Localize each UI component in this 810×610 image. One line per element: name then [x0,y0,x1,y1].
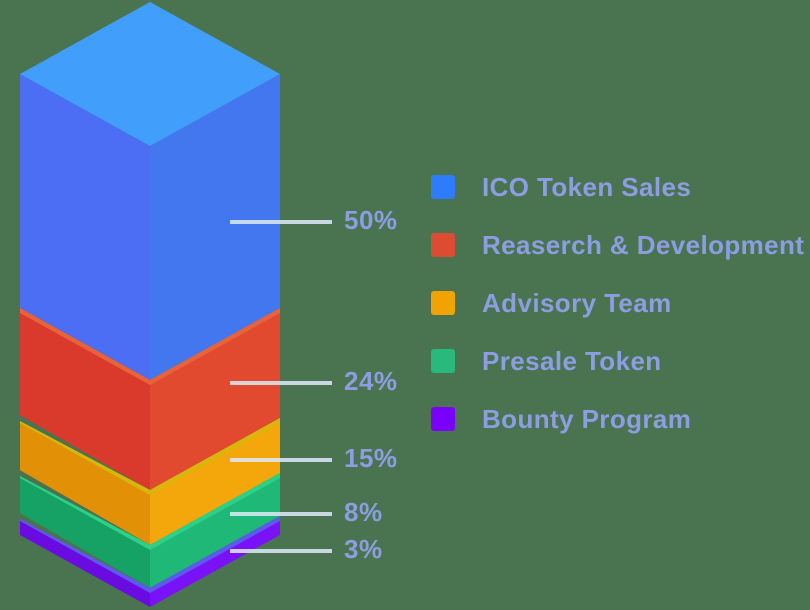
legend-label-bounty-program: Bounty Program [482,403,692,434]
legend-item-presale-token: Presale Token [431,346,804,376]
legend-label-advisory-team: Advisory Team [482,287,672,318]
legend-item-ico-token-sales: ICO Token Sales [431,172,804,202]
legend-item-advisory-team: Advisory Team [431,288,804,318]
legend-swatch-ico-token-sales [431,175,455,199]
legend-label-ico-token-sales: ICO Token Sales [482,171,692,202]
segment-1-left-face [20,308,150,490]
segment-3-left-face [20,473,150,588]
legend-swatch-presale-token [431,349,455,373]
pct-label-bounty-program: 3% [344,534,383,564]
segment-0-right-face [150,74,280,380]
segment-0-top-face [20,2,280,146]
segment-1-right-face [150,308,280,490]
pct-label-advisory-team: 15% [344,443,398,473]
pct-label-presale-token: 8% [344,497,383,527]
pct-label-ico-token-sales: 50% [344,205,398,235]
segment-2-gap [18,414,150,490]
legend-swatch-bounty-program [431,407,455,431]
legend-swatch-advisory-team [431,291,455,315]
segment-4-gap [18,512,150,588]
legend-label-reaserch-development: Reaserch & Development [482,229,805,260]
legend-label-presale-token: Presale Token [482,345,662,376]
segment-0-left-face [20,74,150,380]
segment-3-gap [18,469,150,545]
legend-swatch-reaserch-development [431,233,455,257]
legend-item-bounty-program: Bounty Program [431,404,804,434]
legend: ICO Token Sales Reaserch & Development A… [431,172,804,434]
pct-label-reaserch-development: 24% [344,366,398,396]
legend-item-reaserch-development: Reaserch & Development [431,230,804,260]
segment-2-left-face [20,418,150,545]
segment-3-right-face [150,473,280,588]
segment-2-right-face [150,418,280,545]
